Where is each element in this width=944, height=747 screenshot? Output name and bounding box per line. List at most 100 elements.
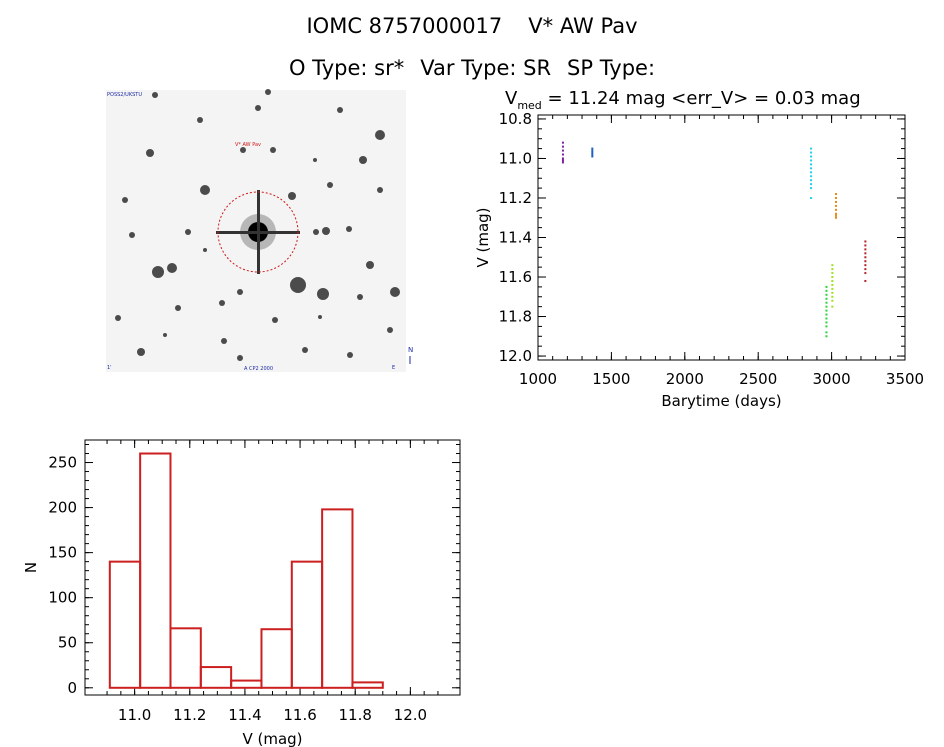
- y-tick-label: 11.4: [499, 229, 532, 247]
- data-point: [591, 147, 594, 150]
- data-point: [810, 167, 813, 170]
- data-point: [831, 299, 834, 302]
- data-point: [825, 297, 828, 300]
- y-tick-label: 0: [67, 679, 77, 697]
- x-tick-label: 3000: [813, 370, 851, 388]
- star-id-title: IOMC 8757000017 V* AW Pav: [0, 14, 944, 38]
- field-star: [290, 277, 306, 293]
- field-star: [317, 288, 329, 300]
- field-star: [203, 248, 207, 252]
- data-point: [864, 272, 867, 275]
- data-point: [561, 145, 564, 148]
- data-point: [864, 252, 867, 255]
- field-star: [288, 192, 296, 200]
- data-point: [864, 268, 867, 271]
- data-point: [825, 321, 828, 324]
- x-tick-label: 11.8: [339, 706, 372, 724]
- field-star: [163, 333, 167, 337]
- data-point: [825, 301, 828, 304]
- data-point: [591, 151, 594, 154]
- data-point: [825, 305, 828, 308]
- data-point: [591, 155, 594, 158]
- histogram-bar: [290, 560, 324, 689]
- data-point: [835, 216, 838, 219]
- data-point: [864, 248, 867, 251]
- histogram-bar: [169, 627, 202, 689]
- field-star: [313, 229, 319, 235]
- data-point: [831, 295, 834, 298]
- y-tick-label: 11.2: [499, 189, 532, 207]
- field-star: [129, 232, 135, 238]
- data-point: [561, 153, 564, 156]
- y-tick-label: 100: [48, 589, 77, 607]
- finder-scale-label: 1': [107, 365, 112, 371]
- data-point: [831, 268, 834, 271]
- spectral-type: SP Type:: [567, 56, 656, 80]
- data-point: [825, 309, 828, 312]
- field-star: [375, 130, 385, 140]
- data-point: [561, 149, 564, 152]
- field-star: [377, 187, 383, 193]
- data-point: [810, 151, 813, 154]
- field-star: [146, 149, 154, 157]
- field-star: [346, 226, 352, 232]
- data-point: [864, 256, 867, 259]
- data-point: [810, 171, 813, 174]
- data-point: [831, 276, 834, 279]
- field-star: [313, 158, 317, 162]
- field-star: [237, 355, 243, 361]
- data-point: [864, 264, 867, 267]
- data-point: [831, 291, 834, 294]
- field-star: [200, 185, 210, 195]
- finder-survey-label: POSS2/UKSTU: [107, 92, 142, 98]
- data-point: [810, 183, 813, 186]
- x-tick-label: 2000: [666, 370, 704, 388]
- object-type: O Type: sr*: [288, 56, 405, 80]
- field-star: [237, 289, 243, 295]
- data-point: [831, 287, 834, 290]
- data-point: [810, 163, 813, 166]
- field-star: [152, 266, 164, 278]
- y-tick-label: 50: [58, 634, 77, 652]
- data-point: [835, 200, 838, 203]
- target-circle: [217, 191, 299, 273]
- data-point: [810, 179, 813, 182]
- field-star: [185, 229, 191, 235]
- data-point: [825, 335, 828, 338]
- data-point: [835, 204, 838, 207]
- data-point: [864, 260, 867, 263]
- field-star: [115, 315, 121, 321]
- x-axis-label: Barytime (days): [661, 392, 781, 410]
- field-star: [137, 348, 145, 356]
- data-point: [825, 317, 828, 320]
- x-tick-label: 3500: [886, 370, 924, 388]
- field-star: [175, 305, 181, 311]
- data-point: [810, 196, 813, 199]
- data-point: [825, 313, 828, 316]
- field-star: [322, 227, 330, 235]
- x-tick-label: 1500: [592, 370, 630, 388]
- data-point: [864, 244, 867, 247]
- histogram-bar: [199, 666, 233, 689]
- y-tick-label: 11.0: [499, 149, 532, 167]
- field-star: [197, 117, 203, 123]
- data-point: [831, 264, 834, 267]
- field-star: [302, 347, 308, 353]
- data-point: [825, 285, 828, 288]
- histogram-bar: [351, 681, 384, 689]
- field-star: [270, 147, 276, 153]
- y-tick-label: 11.8: [499, 308, 532, 326]
- data-point: [831, 283, 834, 286]
- title-subscript: med: [517, 99, 541, 112]
- x-tick-label: 2500: [739, 370, 777, 388]
- finder-epoch-label: A CP2 2000: [244, 366, 273, 372]
- title-v: V: [505, 88, 518, 109]
- field-star: [366, 261, 374, 269]
- field-star: [318, 315, 322, 319]
- x-tick-label: 11.0: [118, 706, 151, 724]
- x-tick-label: 11.6: [283, 706, 316, 724]
- y-tick-label: 12.0: [499, 347, 532, 365]
- finder-target-label: V* AW Pav: [235, 142, 261, 148]
- data-point: [835, 196, 838, 199]
- field-star: [152, 92, 158, 98]
